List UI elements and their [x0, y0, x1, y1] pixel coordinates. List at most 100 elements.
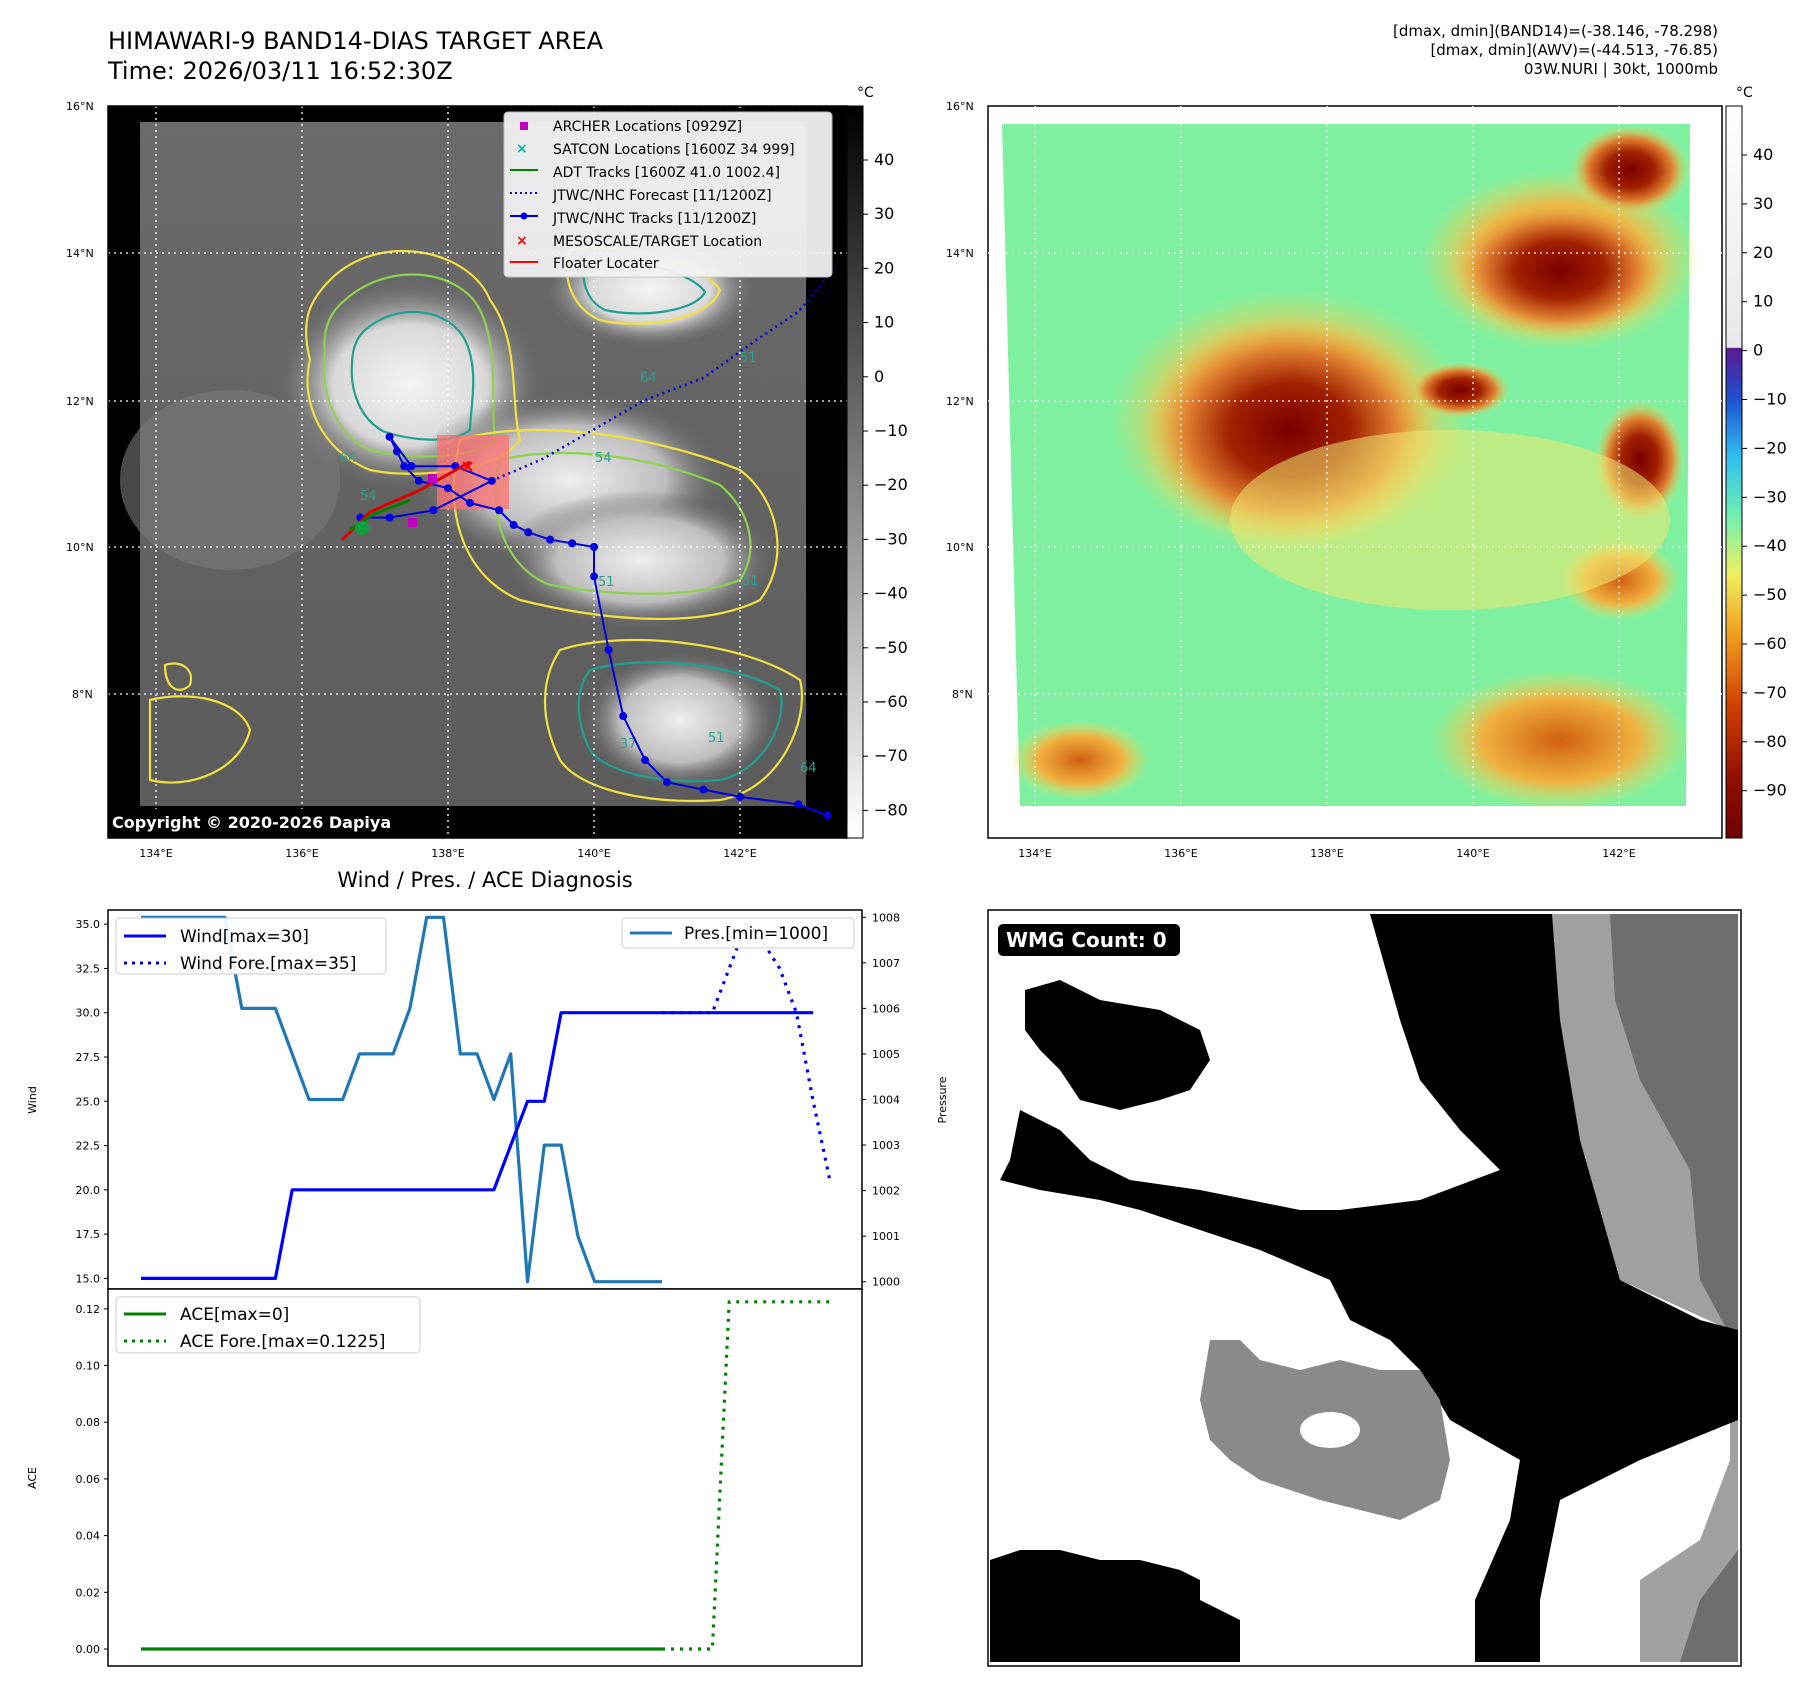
pressure-ylabel: Pressure — [936, 1076, 949, 1123]
lon-label: 136°E — [1164, 847, 1197, 860]
ace-tick-label: 0.12 — [76, 1303, 101, 1316]
right-colorbar — [1725, 105, 1743, 839]
colorbar-tick-label: −70 — [874, 746, 908, 765]
wind-tick-label: 30.0 — [76, 1007, 101, 1020]
colorbar-tick-label: −80 — [1753, 732, 1787, 751]
pressure-tick-label: 1004 — [872, 1094, 900, 1107]
contour-label-group: 64 64 54 51 54 51 51 37 51 64 — [340, 351, 817, 776]
colorbar-tick-label: 40 — [1753, 145, 1773, 164]
colorbar-tick-label: −20 — [874, 475, 908, 494]
ace-tick-label: 0.10 — [76, 1360, 101, 1373]
left-map-svg: 64 64 54 51 54 51 51 37 51 64 × Copyrigh… — [66, 85, 908, 860]
ace-legend: ACE[max=0] ACE Fore.[max=0.1225] — [115, 1296, 421, 1354]
contour-label: 51 — [742, 574, 759, 589]
forecast-track-line — [491, 266, 836, 482]
info-line-1: [dmax, dmin](BAND14)=(-38.146, -78.298) — [1393, 22, 1718, 40]
lon-label: 134°E — [139, 847, 172, 860]
track-point — [487, 476, 496, 485]
track-point — [444, 484, 452, 493]
colorbar-tick-label: −40 — [874, 584, 908, 603]
track-point — [663, 778, 671, 787]
track-point — [509, 520, 518, 529]
ace-tick-label: 0.04 — [76, 1530, 101, 1543]
track-point — [823, 811, 832, 820]
track-point — [619, 712, 628, 721]
pressure-tick-label: 1008 — [872, 911, 900, 924]
lon-label: 136°E — [285, 847, 318, 860]
pressure-tick-label: 1001 — [872, 1230, 900, 1243]
awv-warm-region — [1010, 720, 1150, 800]
contour-label: 51 — [740, 351, 757, 366]
lat-label: 8°N — [72, 688, 93, 701]
track-group — [356, 266, 836, 820]
track-point — [385, 432, 394, 441]
awv-cold-core — [1410, 362, 1510, 418]
legend-satcon-swatch: × — [516, 141, 528, 157]
legend-label: JTWC/NHC Forecast [11/1200Z] — [552, 188, 772, 204]
colorbar-tick-label: 40 — [874, 150, 894, 169]
legend-label: ADT Tracks [1600Z 41.0 1002.4] — [553, 165, 780, 181]
colorbar-tick-label: −60 — [874, 692, 908, 711]
lat-label: 10°N — [946, 541, 974, 554]
track-point — [794, 800, 803, 809]
wmg-count-badge: WMG Count: 0 — [1006, 928, 1167, 952]
pressure-tick-label: 1006 — [872, 1002, 900, 1015]
wmg-darkgray-region — [1610, 914, 1738, 1662]
track-point — [641, 756, 650, 765]
awv-moist-band — [1230, 430, 1670, 610]
track-point — [407, 462, 416, 471]
lat-label: 14°N — [946, 247, 974, 260]
left-map-lon-labels: 134°E 136°E 138°E 140°E 142°E — [139, 847, 756, 860]
track-point — [568, 539, 577, 548]
diagnosis-svg: 35.0 32.5 30.0 27.5 25.0 22.5 20.0 17.5 15.0 100… — [26, 909, 949, 1667]
colorbar-tick-label: 20 — [874, 258, 894, 277]
wind-left-axis: 35.0 32.5 30.0 27.5 25.0 22.5 20.0 17.5 15.0 — [76, 918, 108, 1285]
legend-label: ACE Fore.[max=0.1225] — [180, 1332, 385, 1352]
legend-label: Wind Fore.[max=35] — [180, 954, 356, 974]
ace-tick-label: 0.00 — [76, 1643, 101, 1656]
wind-tick-label: 27.5 — [76, 1051, 101, 1064]
ace-tick-label: 0.06 — [76, 1473, 101, 1486]
track-point — [736, 792, 744, 801]
target-marker: × — [460, 456, 475, 477]
wmg-black-region — [990, 1550, 1240, 1662]
colorbar-tick-label: 10 — [1753, 292, 1773, 311]
colorbar-tick-label: −10 — [1753, 390, 1787, 409]
ace-ylabel: ACE — [26, 1467, 39, 1489]
colorbar-tick-label: −70 — [1753, 683, 1787, 702]
contour-label: 54 — [360, 489, 377, 504]
track-point — [699, 785, 708, 794]
legend-label: JTWC/NHC Tracks [11/1200Z] — [552, 211, 756, 227]
lat-label: 16°N — [66, 100, 94, 113]
lat-label: 12°N — [66, 395, 94, 408]
lon-label: 140°E — [1456, 847, 1489, 860]
pressure-tick-label: 1002 — [872, 1185, 900, 1198]
legend-label: Wind[max=30] — [180, 927, 309, 947]
colorbar-tick-label: 0 — [1753, 341, 1763, 360]
contour-label: 37 — [620, 737, 637, 752]
track-point — [546, 535, 555, 544]
colorbar-tick-label: 10 — [874, 313, 894, 332]
track-point — [465, 498, 474, 507]
diagnosis-title: Wind / Pres. / ACE Diagnosis — [337, 868, 633, 892]
lon-label: 138°E — [1310, 847, 1343, 860]
left-colorbar — [846, 105, 864, 839]
wind-tick-label: 15.0 — [76, 1272, 101, 1285]
track-point — [429, 506, 438, 515]
wmg-black-region — [1025, 980, 1210, 1110]
copyright-text: Copyright © 2020-2026 Dapiya — [112, 813, 391, 832]
track-point — [604, 645, 613, 654]
legend-label: ARCHER Locations [0929Z] — [553, 119, 742, 135]
wmg-white-hole — [1300, 1412, 1360, 1448]
legend-label: SATCON Locations [1600Z 34 999] — [553, 142, 795, 158]
wind-tick-label: 17.5 — [76, 1228, 101, 1241]
colorbar-tick-label: −60 — [1753, 634, 1787, 653]
wind-legend: Wind[max=30] Wind Fore.[max=35] — [115, 917, 387, 975]
left-map-lat-labels: 16°N 14°N 12°N 10°N 8°N — [66, 100, 94, 701]
ace-tick-label: 0.02 — [76, 1586, 101, 1599]
legend-label: ACE[max=0] — [180, 1305, 289, 1325]
storm-info: [dmax, dmin](BAND14)=(-38.146, -78.298) … — [1393, 22, 1718, 79]
wind-tick-label: 20.0 — [76, 1184, 101, 1197]
right-map-svg: 16°N 14°N 12°N 10°N 8°N 134°E 136°E 138°… — [946, 85, 1787, 860]
ace-axis: 0.12 0.10 0.08 0.06 0.04 0.02 0.00 — [76, 1303, 108, 1656]
